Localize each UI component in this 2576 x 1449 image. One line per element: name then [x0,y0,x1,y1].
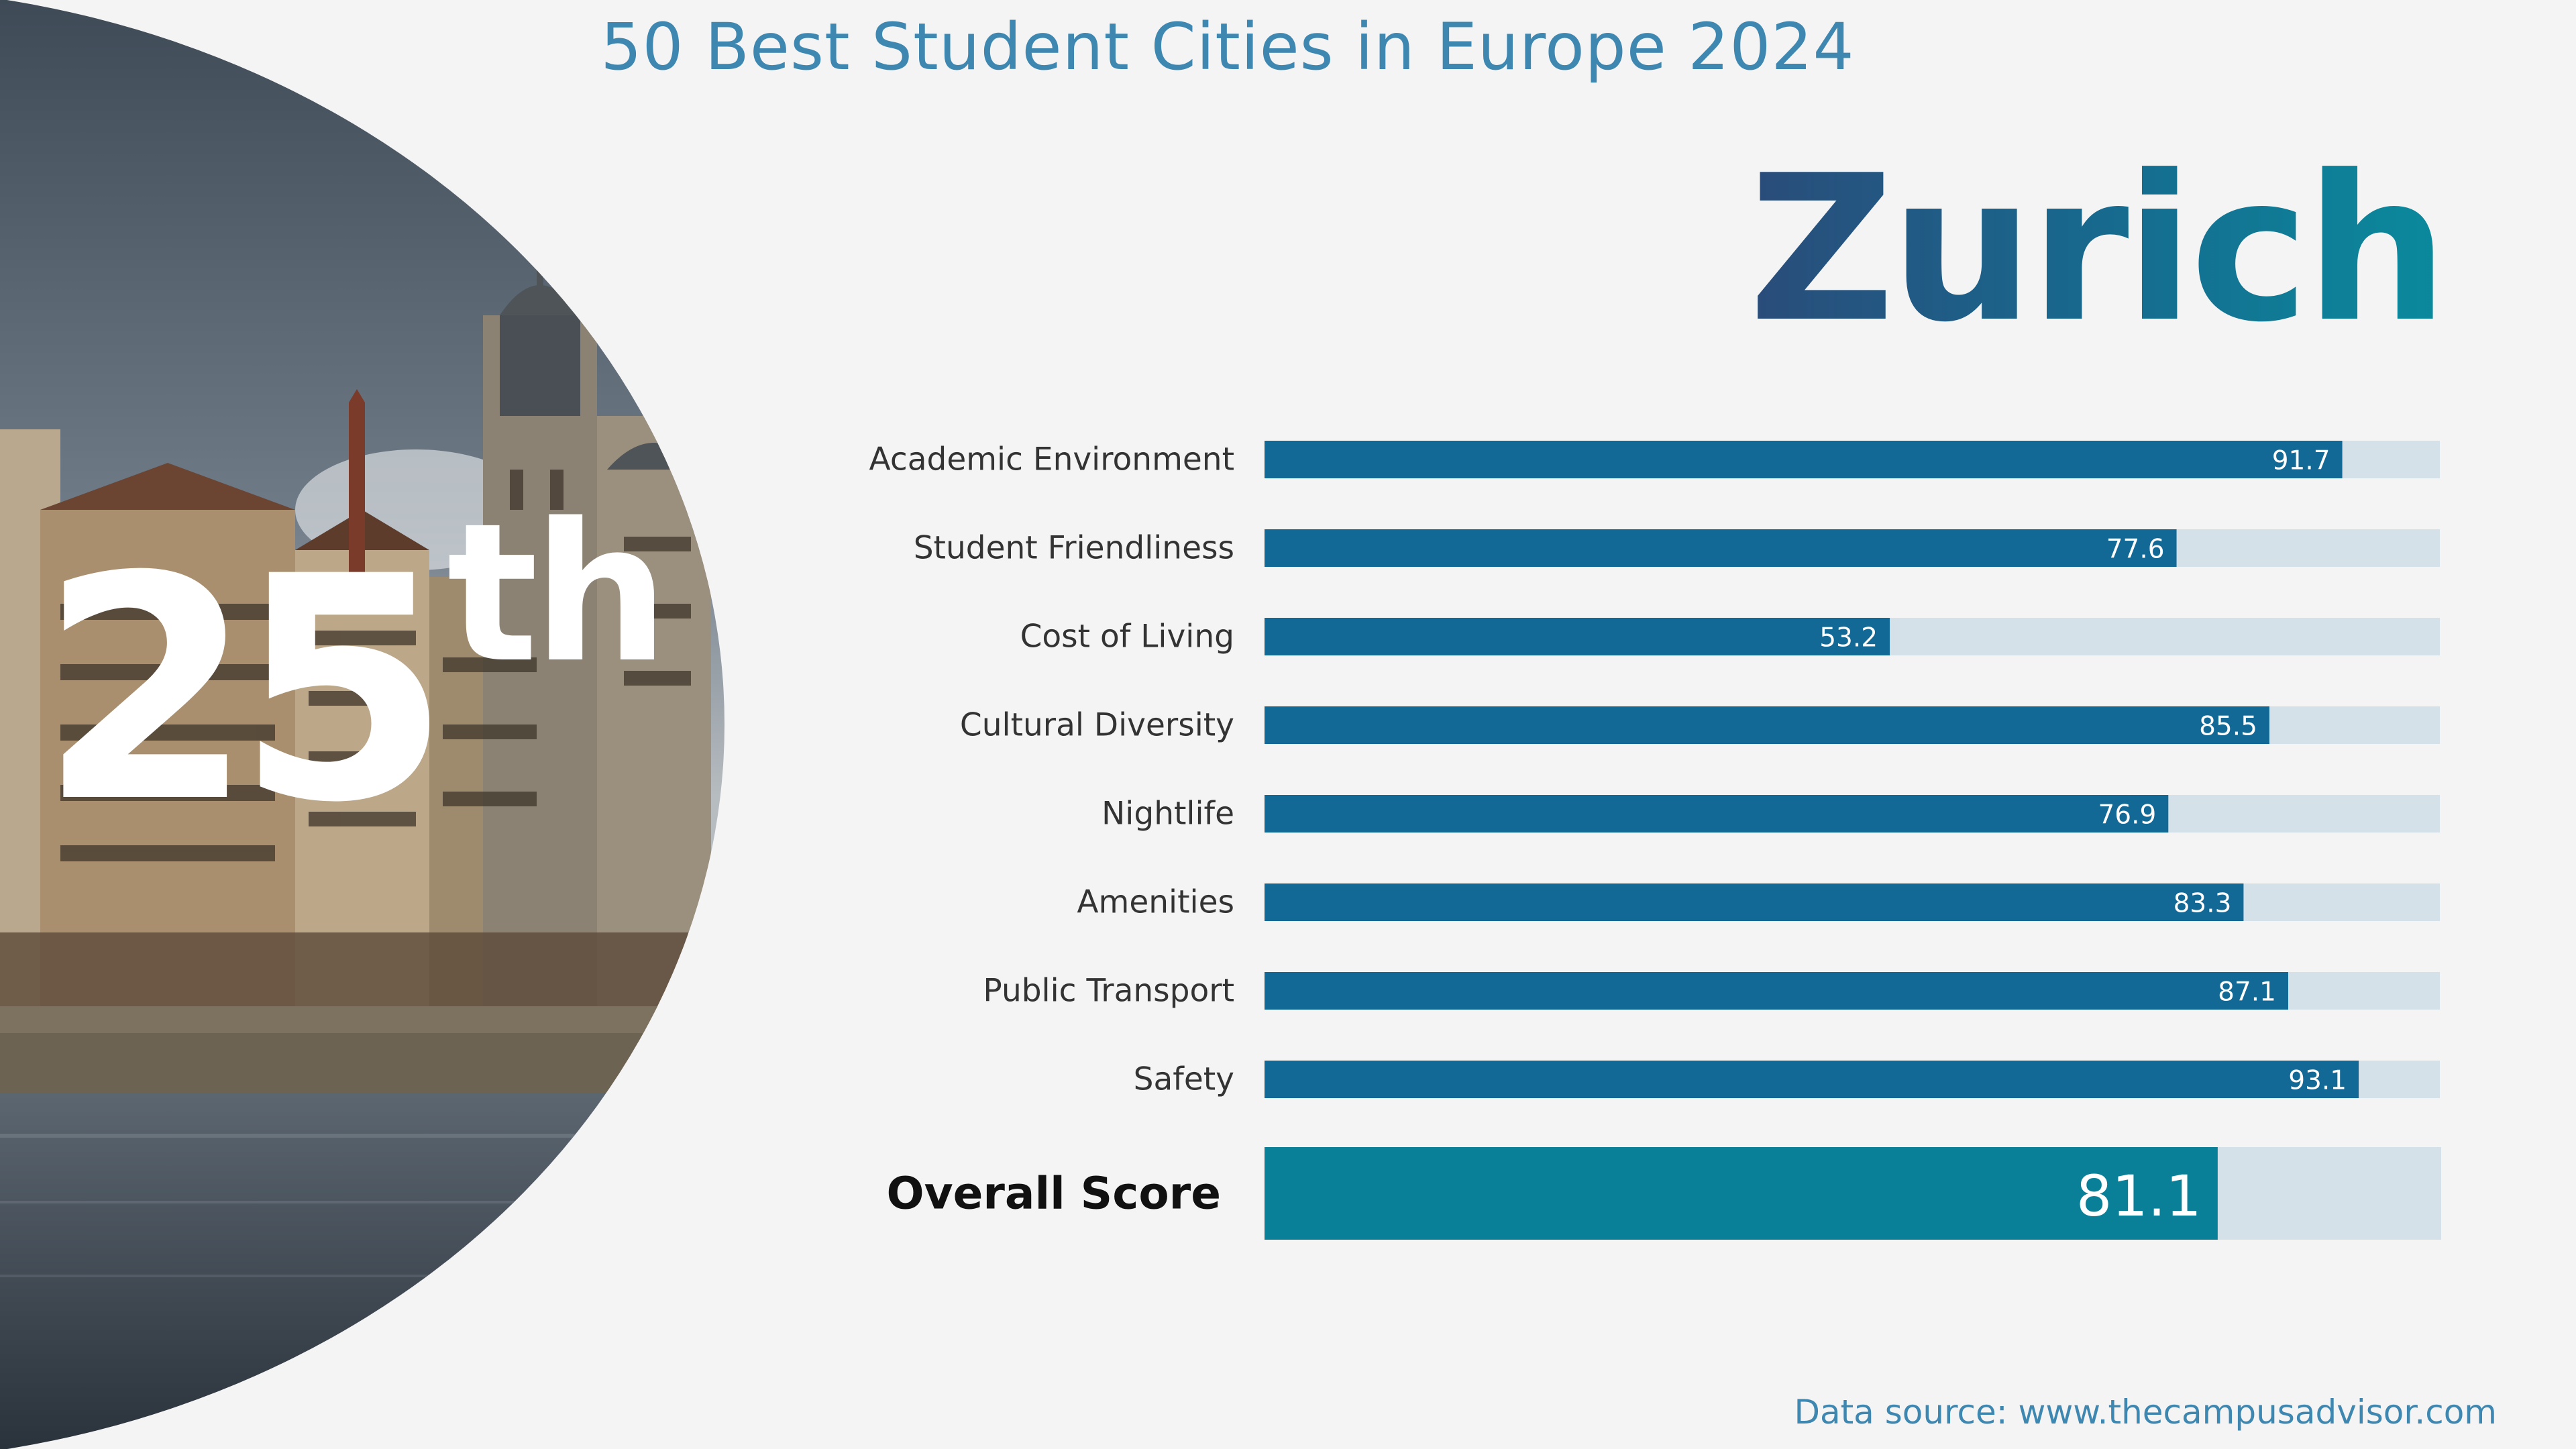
category-label: Safety [1134,1061,1234,1098]
bar [1265,795,2169,833]
data-label: 91.7 [2272,446,2330,476]
category-label: Academic Environment [869,441,1234,478]
overall-value: 81.1 [2076,1163,2202,1229]
bar [1265,706,2269,744]
data-label: 53.2 [1819,623,1878,653]
category-label: Cultural Diversity [960,707,1234,744]
data-label: 83.3 [2174,889,2232,919]
rank-suffix: th [447,482,669,705]
data-label: 87.1 [2218,977,2276,1008]
data-label: 76.9 [2098,800,2156,830]
bar [1265,972,2288,1010]
city-name: Zurich [1748,132,2449,366]
category-label: Amenities [1077,884,1234,921]
category-label: Public Transport [983,973,1234,1010]
category-label: Student Friendliness [914,530,1234,567]
overall-bar [1265,1147,2218,1240]
category-label: Cost of Living [1020,619,1234,655]
bar [1265,883,2244,921]
page-title: 50 Best Student Cities in Europe 2024 [600,9,1855,85]
category-label: Nightlife [1102,796,1234,833]
data-source: Data source: www.thecampusadvisor.com [1794,1393,2497,1432]
data-label: 77.6 [2106,535,2165,565]
rank-badge: 25th [39,498,669,845]
bar [1265,618,1890,655]
overall-label: Overall Score [886,1168,1221,1220]
bar [1265,529,2177,567]
rank-number: 25 [39,511,451,870]
data-label: 85.5 [2199,712,2257,742]
data-label: 93.1 [2288,1066,2347,1096]
bar [1265,441,2343,478]
bar [1265,1061,2359,1098]
